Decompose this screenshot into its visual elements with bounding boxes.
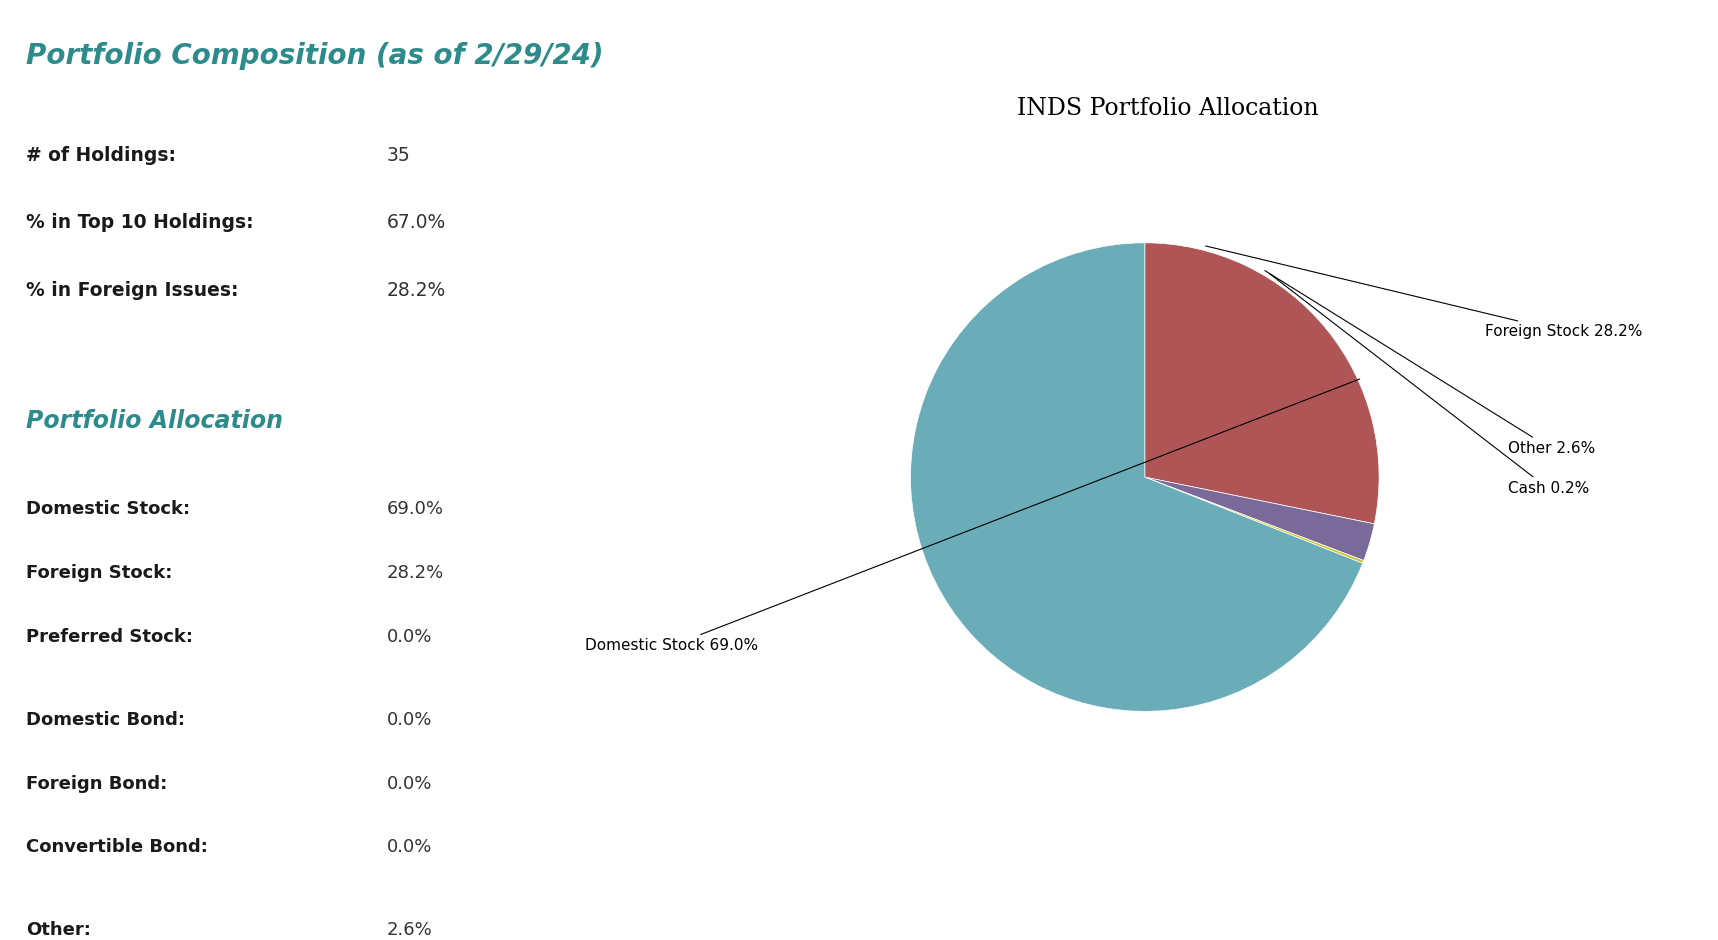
Text: Foreign Bond:: Foreign Bond: <box>26 775 167 792</box>
Text: 2.6%: 2.6% <box>387 921 433 939</box>
Text: Portfolio Composition (as of 2/29/24): Portfolio Composition (as of 2/29/24) <box>26 42 603 70</box>
Text: # of Holdings:: # of Holdings: <box>26 146 175 164</box>
Text: Cash 0.2%: Cash 0.2% <box>1270 274 1589 496</box>
Text: 69.0%: 69.0% <box>387 500 443 518</box>
Text: Domestic Stock:: Domestic Stock: <box>26 500 191 518</box>
Text: 0.0%: 0.0% <box>387 628 431 646</box>
Text: 28.2%: 28.2% <box>387 564 443 582</box>
Text: Foreign Stock 28.2%: Foreign Stock 28.2% <box>1206 246 1642 339</box>
Text: Other 2.6%: Other 2.6% <box>1264 271 1596 457</box>
Wedge shape <box>1144 478 1374 560</box>
Text: 0.0%: 0.0% <box>387 711 431 728</box>
Text: Domestic Bond:: Domestic Bond: <box>26 711 186 728</box>
Text: % in Foreign Issues:: % in Foreign Issues: <box>26 281 239 300</box>
Wedge shape <box>1144 243 1380 524</box>
Text: 0.0%: 0.0% <box>387 775 431 792</box>
Text: Domestic Stock 69.0%: Domestic Stock 69.0% <box>586 379 1359 653</box>
Wedge shape <box>1144 478 1364 563</box>
Wedge shape <box>911 243 1362 712</box>
Text: Other:: Other: <box>26 921 91 939</box>
Title: INDS Portfolio Allocation: INDS Portfolio Allocation <box>1017 97 1319 120</box>
Text: 67.0%: 67.0% <box>387 213 445 232</box>
Text: Foreign Stock:: Foreign Stock: <box>26 564 172 582</box>
Text: Convertible Bond:: Convertible Bond: <box>26 838 208 856</box>
Text: Preferred Stock:: Preferred Stock: <box>26 628 192 646</box>
Text: % in Top 10 Holdings:: % in Top 10 Holdings: <box>26 213 253 232</box>
Text: 28.2%: 28.2% <box>387 281 445 300</box>
Text: 0.0%: 0.0% <box>387 838 431 856</box>
Text: Portfolio Allocation: Portfolio Allocation <box>26 409 283 433</box>
Text: 35: 35 <box>387 146 411 164</box>
